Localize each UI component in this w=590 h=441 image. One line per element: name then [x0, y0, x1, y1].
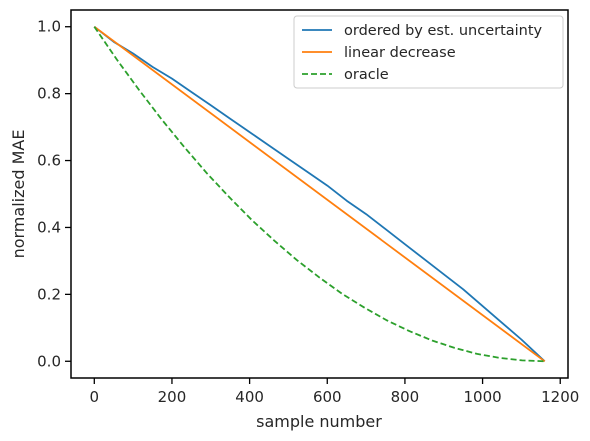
x-tick-label: 1000 [463, 388, 501, 406]
plot-frame [70, 9, 569, 379]
y-tick-label: 0.0 [37, 352, 61, 370]
x-tick-label: 800 [391, 388, 420, 406]
y-tick-label: 0.4 [37, 218, 61, 236]
legend-label-1: linear decrease [344, 45, 456, 61]
x-tick-label: 200 [158, 388, 187, 406]
legend-box [293, 15, 564, 89]
x-tick-label: 600 [313, 388, 342, 406]
x-tick-label: 0 [90, 388, 100, 406]
y-tick-label: 0.6 [37, 152, 61, 170]
y-axis-label: normalized MAE [9, 130, 28, 259]
x-tick-label: 400 [235, 388, 264, 406]
series-line-0 [93, 25, 546, 362]
legend-label-0: ordered by est. uncertainty [344, 23, 543, 39]
series-line-2 [93, 26, 545, 363]
x-axis-label: sample number [256, 412, 382, 431]
y-tick-label: 0.8 [37, 85, 61, 103]
x-tick-label: 1200 [541, 388, 579, 406]
y-tick-label: 1.0 [37, 18, 61, 36]
y-tick-label: 0.2 [37, 285, 61, 303]
legend-label-2: oracle [344, 67, 389, 83]
series-line-1 [93, 25, 546, 363]
